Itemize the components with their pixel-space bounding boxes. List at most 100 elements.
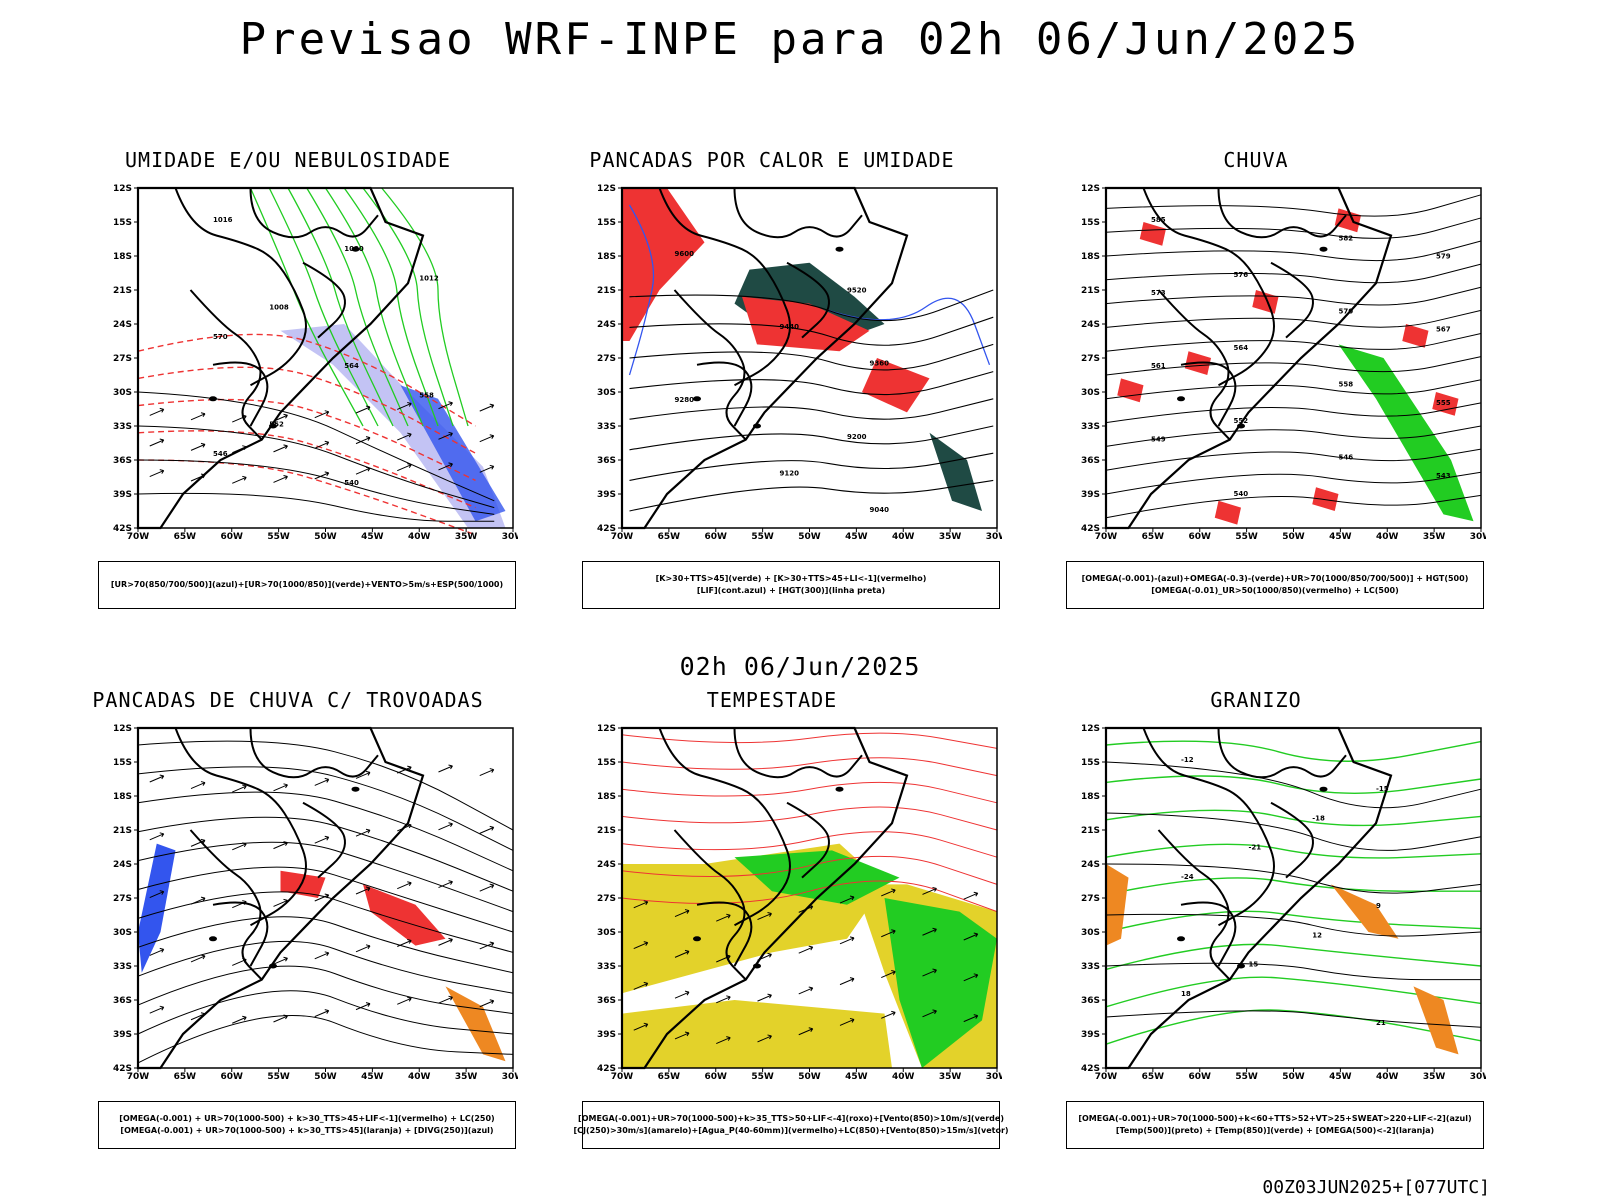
lon-label: 30W: [1470, 1072, 1486, 1082]
wind-arrow: [314, 893, 330, 902]
lat-label: 42S: [1081, 524, 1100, 534]
lat-label: 24S: [597, 860, 616, 870]
rain-area: [1312, 487, 1339, 511]
wind-arrow: [479, 999, 495, 1008]
contour-label: 567: [1436, 326, 1451, 334]
panel-title: PANCADAS DE CHUVA C/ TROVOADAS: [92, 688, 484, 712]
country-border: [174, 187, 307, 387]
contour-label: 546: [213, 450, 228, 458]
lake-marker: [209, 936, 217, 942]
thickness-contour: [137, 333, 476, 427]
lon-label: 60W: [221, 532, 244, 542]
legend-line: [UR>70(850/700/500)](azul)+[UR>70(1000/8…: [110, 580, 504, 589]
lon-label: 45W: [1329, 532, 1352, 542]
wind-arrow: [149, 438, 165, 447]
thunderstorm-area: [363, 884, 446, 946]
lake-marker: [1177, 396, 1185, 402]
height-contour: [1105, 494, 1482, 519]
wind-arrow: [397, 463, 412, 472]
lon-label: 45W: [361, 532, 384, 542]
lif-contour: [828, 297, 991, 366]
lake-marker: [753, 963, 761, 969]
height-contour: [1105, 309, 1482, 328]
lon-label: 65W: [658, 1072, 681, 1082]
lon-label: 40W: [1376, 532, 1399, 542]
lon-label: 65W: [174, 532, 197, 542]
lake-marker: [1237, 963, 1245, 969]
map-tempestade: 12S 15S 18S 21S 24S 27S 30S 33S 36S 39S 42S 70W 65W 6…: [582, 718, 1002, 1088]
wind-arrow: [273, 841, 288, 850]
country-border: [1180, 361, 1237, 427]
lon-label: 55W: [267, 532, 290, 542]
wind-arrow: [674, 909, 690, 918]
wind-arrow: [798, 986, 814, 995]
lat-label: 12S: [597, 184, 616, 194]
wind-arrow: [232, 414, 247, 423]
forecast-time-label: 02h 06/Jun/2025: [679, 652, 921, 681]
lat-label: 30S: [597, 388, 616, 398]
lon-label: 70W: [611, 532, 634, 542]
contour-label: 9280: [675, 396, 695, 404]
lat-label: 24S: [597, 320, 616, 330]
lat-label: 42S: [597, 524, 616, 534]
low-level-jet-area: [734, 850, 900, 905]
coastline: [620, 726, 909, 1070]
lat-label: 33S: [113, 962, 132, 972]
contour-label: 1012: [419, 274, 439, 282]
geopotential-contour: [629, 371, 994, 396]
pressure-contour: [137, 492, 495, 522]
lon-label: 55W: [1235, 532, 1258, 542]
streamline: [137, 990, 514, 1035]
country-border: [658, 727, 791, 927]
streamline: [137, 816, 514, 892]
legend-line: [OMEGA(-0.01)_UR>50(1000/850)(vermelho) …: [1151, 586, 1399, 595]
lon-label: 40W: [892, 532, 915, 542]
heat-humidity-area: [929, 432, 982, 511]
lon-label: 45W: [361, 1072, 384, 1082]
legend-line: [CJ(250)>30m/s](amarelo)+[Agua_P(40-60mm…: [573, 1126, 1009, 1135]
lon-label: 35W: [455, 532, 478, 542]
country-border: [1217, 187, 1347, 239]
rain-area: [1139, 222, 1166, 246]
wind-arrow: [355, 1002, 371, 1011]
lon-label: 30W: [986, 1072, 1002, 1082]
lon-label: 35W: [455, 1072, 478, 1082]
contour-label: 552: [1234, 417, 1249, 425]
legend-box: [OMEGA(-0.001)-(azul)+OMEGA(-0.3)-(verde…: [1066, 561, 1484, 609]
panel-title: GRANIZO: [1210, 688, 1302, 712]
wind-arrow: [355, 405, 371, 414]
geopotential-contour: [629, 316, 994, 346]
legend-line: [OMEGA(-0.001) + UR>70(1000-500) + k>30_…: [120, 1126, 494, 1135]
wind-arrow: [438, 431, 453, 440]
contour-label: 582: [1339, 234, 1354, 242]
country-border: [733, 187, 863, 239]
lon-label: 55W: [751, 532, 774, 542]
lat-label: 36S: [597, 996, 616, 1006]
wind-arrow: [273, 444, 288, 453]
contour-label: 576: [1234, 271, 1249, 279]
temp850-contour: [1105, 775, 1482, 794]
lon-label: 30W: [986, 532, 1002, 542]
streamline: [137, 891, 514, 953]
wind-arrow: [149, 774, 165, 783]
contour-label: 9440: [780, 323, 800, 331]
wind-arrow: [633, 981, 649, 990]
lake-marker: [351, 246, 360, 252]
lat-label: 39S: [113, 1030, 132, 1040]
wind-arrow: [190, 442, 206, 451]
wind-arrow: [798, 945, 814, 954]
wind-arrow: [881, 929, 896, 938]
lake-marker: [693, 936, 701, 942]
lat-label: 39S: [1081, 490, 1100, 500]
country-border: [302, 261, 346, 339]
wind-arrow: [922, 968, 937, 977]
height-contour: [1105, 263, 1482, 284]
coastline: [1104, 726, 1393, 1070]
wind-arrow: [314, 410, 330, 419]
country-border: [212, 361, 269, 427]
wind-arrow: [273, 783, 288, 792]
lake-marker: [835, 246, 844, 252]
lat-label: 21S: [113, 286, 132, 296]
streamline: [137, 916, 514, 974]
wind-arrow: [397, 823, 412, 832]
